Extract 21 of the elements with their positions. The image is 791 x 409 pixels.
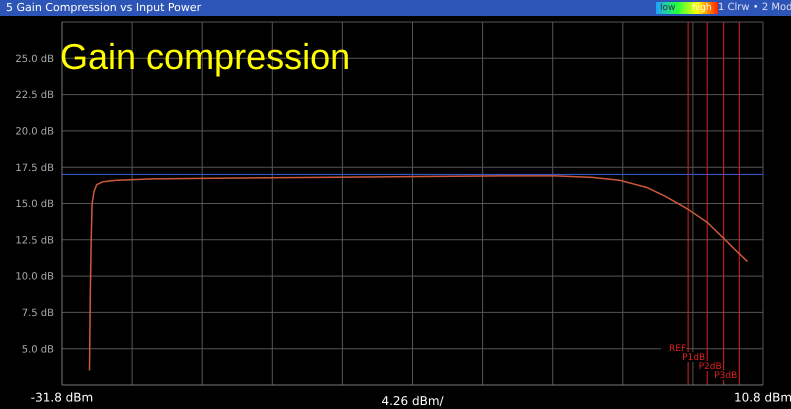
text: low	[660, 3, 676, 13]
y-tick-label: 15.0 dB	[15, 199, 54, 210]
y-tick-label: 22.5 dB	[15, 90, 54, 102]
y-tick-label: 5.0 dB	[22, 344, 54, 356]
ref-line-label: REF	[669, 344, 686, 354]
y-tick-label: 7.5 dB	[22, 308, 54, 319]
ref-line-label: P1dB	[682, 353, 706, 363]
chart-title: 5 Gain Compression vs Input Power	[6, 1, 202, 14]
y-tick-label: 10.0 dB	[15, 272, 54, 283]
y-tick-label: 25.0 dB	[15, 54, 54, 65]
line-series	[88, 175, 748, 372]
x-tick-label: 10.8 dBm	[734, 390, 791, 405]
y-tick-label: 20.0 dB	[15, 126, 54, 138]
x-axis-title: 4.26 dBm/	[381, 394, 445, 408]
x-tick-label: -31.8 dBm	[30, 390, 94, 405]
y-tick-label: 17.5 dB	[15, 162, 54, 174]
ref-line-label: P3dB	[714, 371, 738, 381]
annotation: Gain compression	[60, 36, 350, 78]
y-tick-label: 12.5 dB	[15, 235, 54, 246]
ref-line-label: P2dB	[698, 362, 722, 372]
text: high	[692, 3, 712, 13]
